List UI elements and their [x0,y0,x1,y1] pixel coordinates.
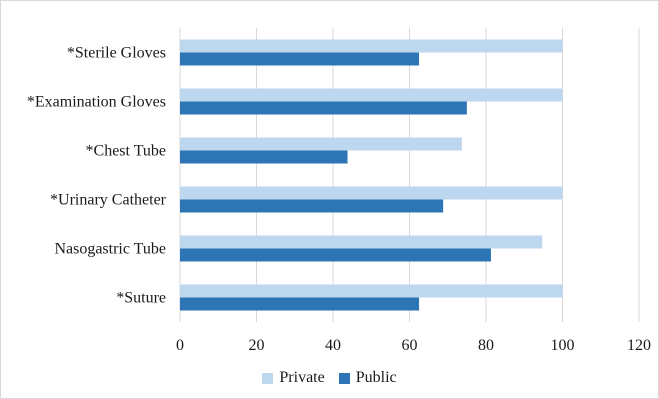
legend-item-private: Private [262,369,325,387]
bar-public [180,52,420,66]
x-tick-label: 20 [249,337,265,354]
category-label: *Chest Tube [86,143,166,160]
x-tick-label: 120 [627,337,651,354]
legend-label-private: Private [279,369,325,386]
bar-private [180,284,563,298]
bar-private [180,88,563,102]
bar-public [180,150,348,164]
bar-private [180,39,563,53]
bar-private [180,137,462,151]
x-tick-label: 80 [478,337,494,354]
bar-private [180,235,543,249]
bar-public [180,199,444,213]
category-label: Nasogastric Tube [54,241,166,258]
category-label: *Examination Gloves [27,94,166,111]
x-tick-label: 100 [551,337,575,354]
legend-swatch-private [262,372,274,384]
bar-public [180,248,491,262]
category-label: *Sterile Gloves [67,45,166,62]
x-tick-label: 0 [176,337,184,354]
legend-swatch-public [338,372,350,384]
bar-private [180,186,563,200]
gridlines [179,28,640,322]
bars [180,39,563,311]
category-labels: *Sterile Gloves *Examination Gloves *Chest… [27,45,167,307]
bar-public [180,297,420,311]
x-tick-labels: 0 20 40 60 80 100 120 [176,337,651,354]
bar-public [180,101,467,115]
legend-label-public: Public [355,369,397,386]
category-label: *Urinary Catheter [50,192,167,209]
category-label: *Suture [116,290,166,307]
legend: Private Public [0,369,659,387]
x-tick-label: 40 [325,337,341,354]
x-tick-label: 60 [402,337,418,354]
legend-item-public: Public [338,369,397,387]
